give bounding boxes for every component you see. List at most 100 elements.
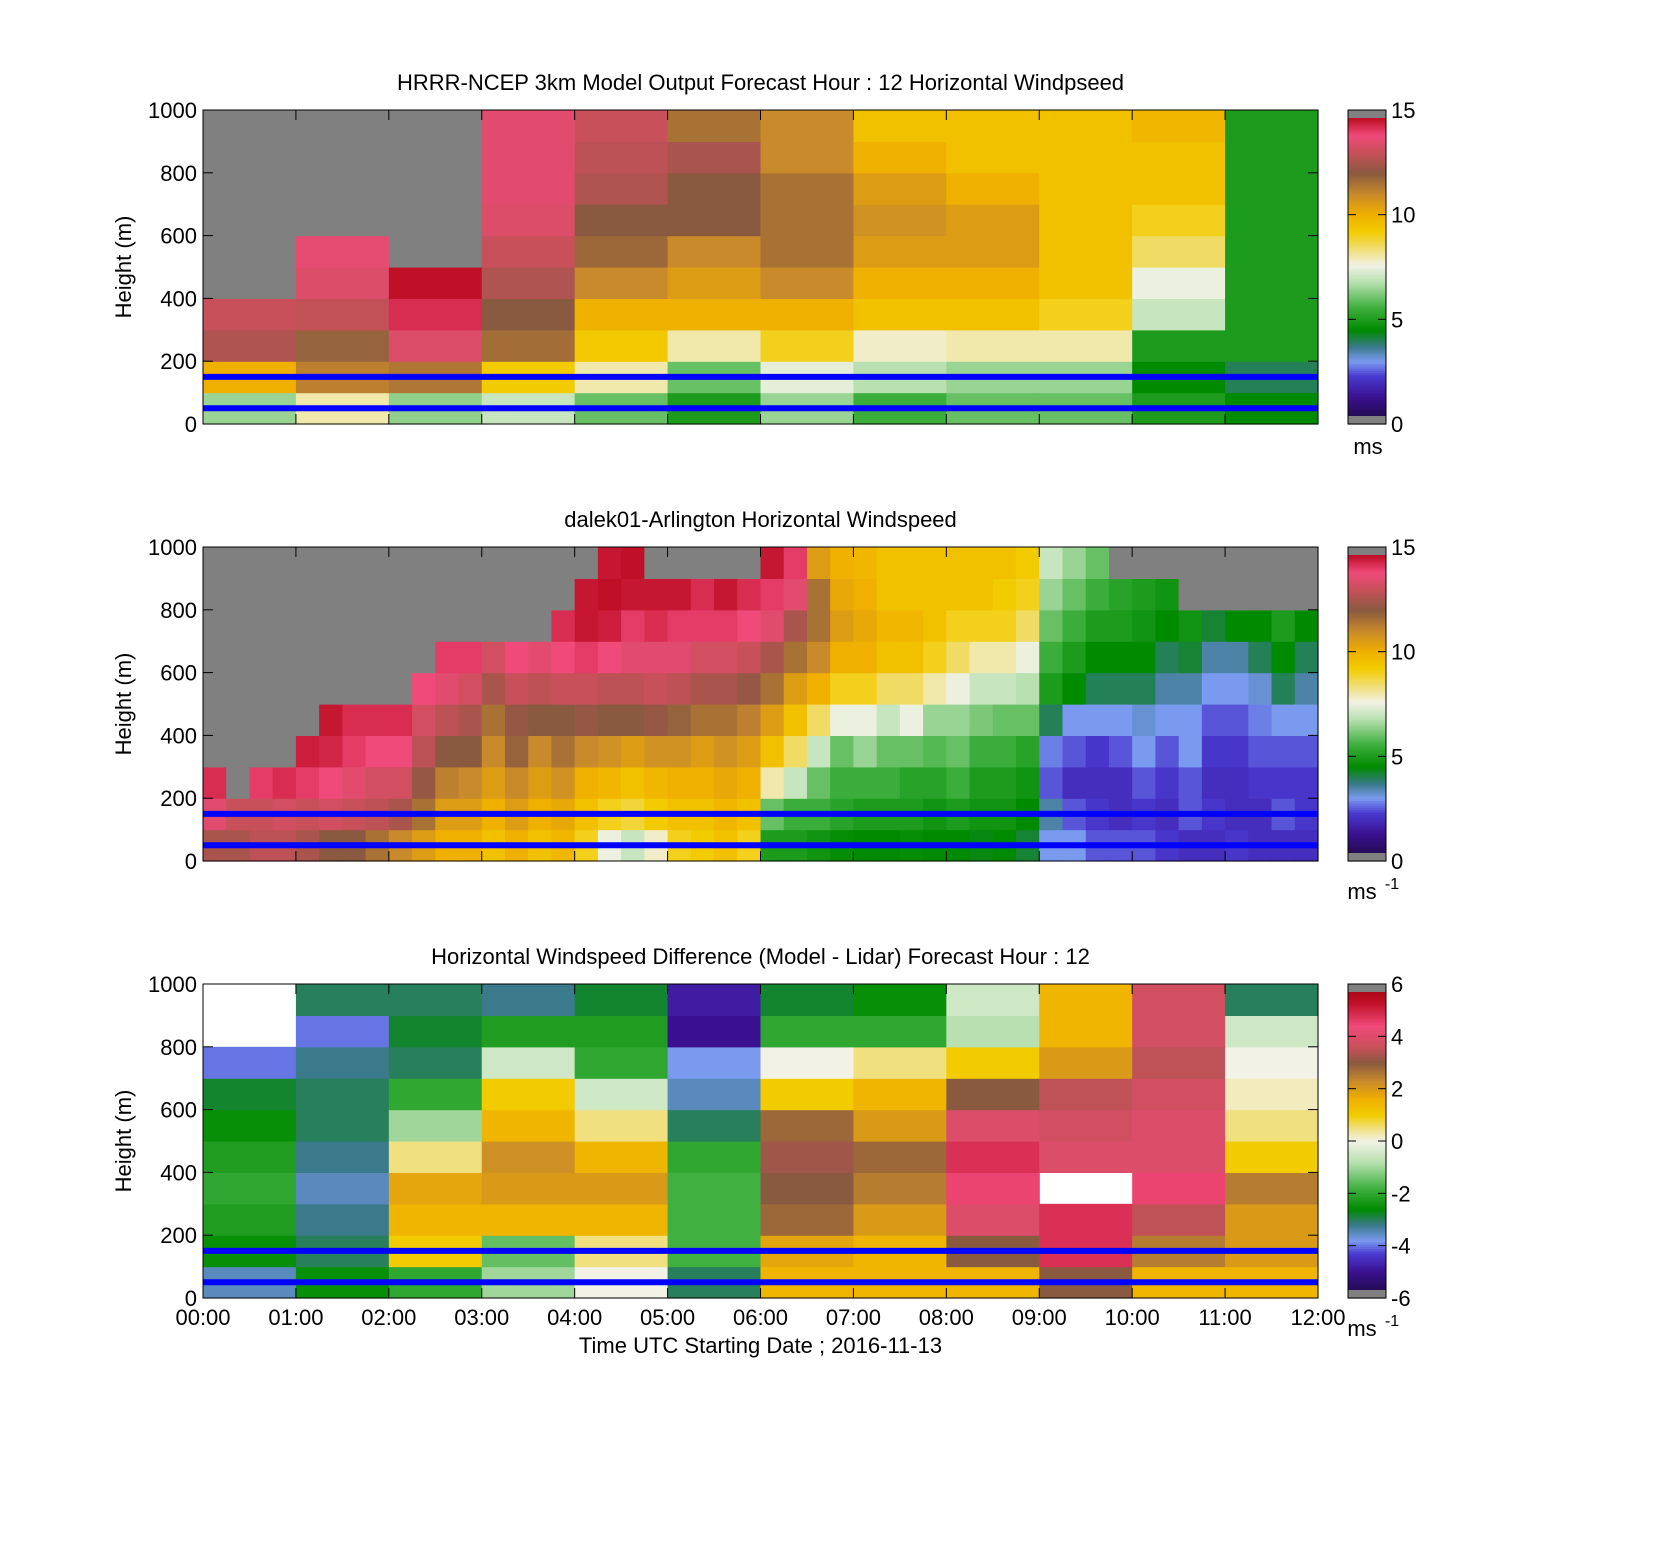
colorbar-segment <box>1348 596 1386 600</box>
heatmap-cell <box>1132 578 1156 611</box>
y-axis-label: Height (m) <box>111 216 136 319</box>
colorbar-segment <box>1348 995 1386 999</box>
heatmap-cell <box>504 578 529 611</box>
colorbar-segment <box>1348 316 1386 320</box>
heatmap-cell <box>644 578 669 611</box>
heatmap-cell <box>249 672 274 705</box>
heatmap-cell <box>760 609 785 642</box>
heatmap-cell <box>621 609 645 642</box>
heatmap-cell <box>574 1046 669 1079</box>
colorbar-segment <box>1348 636 1386 640</box>
colorbar-segment <box>1348 825 1386 828</box>
heatmap-cell <box>667 172 762 205</box>
colorbar-segment <box>1348 1215 1386 1218</box>
y-tick-label: 0 <box>185 1286 197 1311</box>
colorbar-segment <box>1348 233 1386 237</box>
heatmap-cell <box>644 766 669 799</box>
heatmap-cell <box>1062 704 1087 736</box>
heatmap-cell <box>295 235 390 268</box>
heatmap-cell <box>760 672 785 705</box>
colorbar-tick-label: 4 <box>1391 1024 1403 1049</box>
heatmap-cell <box>272 641 297 674</box>
heatmap-cell <box>1039 1015 1133 1048</box>
heatmap-cell <box>714 672 738 705</box>
colorbar-segment <box>1348 629 1386 633</box>
colorbar-segment <box>1348 318 1386 322</box>
colorbar-segment <box>1348 661 1386 665</box>
colorbar-segment <box>1348 1071 1386 1075</box>
heatmap-cell <box>1039 547 1064 579</box>
colorbar-segment <box>1348 652 1386 656</box>
colorbar-segment <box>1348 267 1386 270</box>
colorbar-segment <box>1348 614 1386 618</box>
heatmap-cell <box>481 1172 576 1205</box>
heatmap-cell <box>481 641 506 674</box>
heatmap-cell <box>1016 735 1040 768</box>
colorbar-segment <box>1348 811 1386 815</box>
colorbar-segment <box>1348 338 1386 342</box>
colorbar-segment <box>1348 305 1386 308</box>
heatmap-cell <box>830 547 855 579</box>
heatmap-cell <box>946 172 1040 205</box>
colorbar-segment <box>1348 1006 1386 1010</box>
colorbar-segment <box>1348 798 1386 802</box>
heatmap-cell <box>412 547 436 579</box>
heatmap-cell <box>1248 641 1273 674</box>
heatmap-cell <box>760 1046 855 1079</box>
heatmap-cell <box>853 141 947 174</box>
heatmap-cell <box>388 204 483 237</box>
heatmap-cell <box>295 1172 390 1205</box>
colorbar-segment <box>1348 564 1386 568</box>
heatmap-cell <box>946 141 1040 174</box>
heatmap-cell <box>319 547 343 579</box>
colorbar-segment <box>1348 271 1386 275</box>
colorbar-segment <box>1348 127 1386 131</box>
y-tick-label: 600 <box>160 224 197 249</box>
colorbar-segment <box>1348 1219 1386 1223</box>
heatmap-cell <box>1062 766 1087 799</box>
heatmap-cell <box>203 1078 297 1111</box>
heatmap-cell <box>295 578 320 611</box>
heatmap-cell <box>946 547 971 579</box>
heatmap-cell <box>504 735 529 768</box>
colorbar-segment <box>1348 1197 1386 1200</box>
colorbar-segment <box>1348 623 1386 627</box>
colorbar-segment <box>1348 365 1386 369</box>
y-axis-label: Height (m) <box>111 653 136 756</box>
heatmap-cell <box>1155 766 1180 799</box>
colorbar-segment <box>1348 576 1386 579</box>
heatmap-cell <box>690 609 715 642</box>
colorbar-segment <box>1348 690 1386 694</box>
heatmap-cell <box>574 1141 669 1173</box>
heatmap-cell <box>1039 267 1133 299</box>
colorbar-segment <box>1348 1232 1386 1236</box>
colorbar-segment <box>1348 269 1386 273</box>
colorbar-segment <box>1348 1111 1386 1115</box>
heatmap-cell <box>621 766 645 799</box>
heatmap-cell <box>1225 1109 1319 1142</box>
heatmap-cell <box>853 204 947 237</box>
heatmap-cell <box>1132 704 1156 736</box>
colorbar-cap <box>1348 416 1386 424</box>
heatmap-cell <box>574 298 669 331</box>
colorbar-segment <box>1348 188 1386 192</box>
heatmap-cell <box>1039 1141 1133 1173</box>
heatmap-cell <box>1225 547 1249 579</box>
heatmap-cell <box>435 547 460 579</box>
colorbar-segment <box>1348 139 1386 142</box>
heatmap-cell <box>760 204 855 237</box>
heatmap-cell <box>365 735 390 768</box>
heatmap-cell <box>1039 1078 1133 1111</box>
colorbar-segment <box>1348 569 1386 573</box>
colorbar-segment <box>1348 145 1386 149</box>
heatmap-cell <box>1039 329 1133 362</box>
colorbar-segment <box>1348 1118 1386 1122</box>
heatmap-cell <box>923 704 947 736</box>
colorbar-segment <box>1348 1049 1386 1052</box>
heatmap-cell <box>435 704 460 736</box>
colorbar-segment <box>1348 1078 1386 1082</box>
colorbar-segment <box>1348 219 1386 223</box>
heatmap-cell <box>1248 672 1273 705</box>
heatmap-cell <box>1039 1203 1133 1236</box>
colorbar-segment <box>1348 1132 1386 1135</box>
